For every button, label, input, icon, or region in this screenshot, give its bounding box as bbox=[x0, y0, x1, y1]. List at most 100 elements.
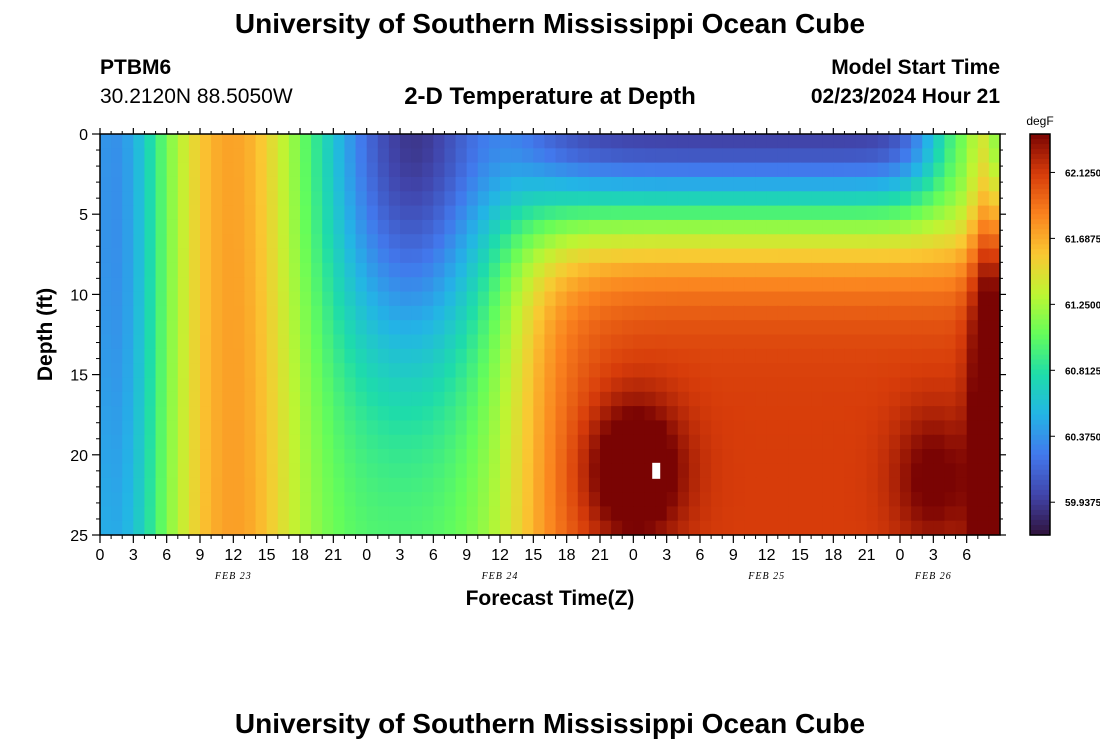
heatmap-cell bbox=[611, 391, 623, 407]
heatmap-cell bbox=[933, 348, 946, 364]
heatmap-cell bbox=[644, 363, 657, 379]
heatmap-cell bbox=[944, 434, 957, 450]
heatmap-cell bbox=[100, 148, 112, 164]
heatmap-cell bbox=[211, 291, 223, 307]
heatmap-cell bbox=[388, 506, 401, 522]
heatmap-cell bbox=[133, 305, 146, 321]
heatmap-cell bbox=[322, 406, 334, 422]
heatmap-cell bbox=[922, 148, 934, 164]
heatmap-cell bbox=[344, 506, 357, 522]
heatmap-cell bbox=[888, 305, 901, 321]
heatmap-cell bbox=[911, 363, 923, 379]
heatmap-cell bbox=[700, 363, 712, 379]
heatmap-cell bbox=[588, 406, 601, 422]
heatmap-cell bbox=[355, 406, 368, 422]
heatmap-cell bbox=[322, 348, 334, 364]
heatmap-cell bbox=[666, 420, 679, 436]
heatmap-cell bbox=[111, 406, 123, 422]
heatmap-cell bbox=[455, 320, 468, 336]
x-tick-label: 21 bbox=[591, 547, 609, 564]
heatmap-cell bbox=[755, 506, 768, 522]
heatmap-cell bbox=[522, 262, 534, 278]
heatmap-cell bbox=[122, 291, 134, 307]
heatmap-cell bbox=[155, 391, 168, 407]
heatmap-cell bbox=[744, 363, 757, 379]
heatmap-cell bbox=[600, 492, 612, 507]
heatmap-cell bbox=[977, 262, 990, 278]
heatmap-cell bbox=[144, 363, 157, 379]
heatmap-cell bbox=[411, 406, 423, 422]
heatmap-cell bbox=[488, 449, 501, 464]
heatmap-cell bbox=[455, 434, 468, 450]
heatmap-cell bbox=[788, 320, 801, 336]
heatmap-cell bbox=[933, 420, 946, 436]
heatmap-cell bbox=[200, 477, 212, 493]
heatmap-cell bbox=[255, 420, 268, 436]
heatmap-cell bbox=[111, 334, 123, 350]
heatmap-cell bbox=[400, 277, 412, 293]
heatmap-cell bbox=[366, 477, 379, 493]
heatmap-cell bbox=[533, 391, 546, 407]
heatmap-cell bbox=[644, 492, 657, 507]
footer-title: University of Southern Mississippi Ocean… bbox=[234, 708, 866, 739]
heatmap-cell bbox=[611, 520, 623, 536]
colorbar-segment bbox=[1030, 504, 1050, 511]
heatmap-cell bbox=[422, 377, 434, 393]
heatmap-cell bbox=[255, 391, 268, 407]
heatmap-cell bbox=[177, 391, 190, 407]
heatmap-cell bbox=[200, 234, 212, 250]
y-tick-label: 20 bbox=[70, 448, 88, 465]
heatmap-cell bbox=[377, 363, 390, 379]
heatmap-cell bbox=[511, 191, 523, 207]
heatmap-cell bbox=[477, 277, 490, 293]
heatmap-cell bbox=[744, 262, 757, 278]
heatmap-cell bbox=[511, 248, 523, 264]
heatmap-cell bbox=[811, 506, 823, 522]
heatmap-cell bbox=[177, 205, 190, 221]
heatmap-cell bbox=[988, 463, 1001, 479]
heatmap-cell bbox=[700, 391, 712, 407]
heatmap-cell bbox=[166, 334, 179, 350]
heatmap-cell bbox=[855, 520, 868, 536]
heatmap-cell bbox=[811, 320, 823, 336]
heatmap-cell bbox=[188, 506, 201, 522]
heatmap-cell bbox=[622, 162, 634, 178]
heatmap-cell bbox=[200, 420, 212, 436]
heatmap-cell bbox=[777, 162, 790, 178]
heatmap-cell bbox=[644, 434, 657, 450]
heatmap-cell bbox=[655, 506, 668, 522]
heatmap-cell bbox=[166, 434, 179, 450]
heatmap-cell bbox=[211, 463, 223, 479]
heatmap-cell bbox=[377, 520, 390, 536]
heatmap-cell bbox=[566, 248, 579, 264]
heatmap-cell bbox=[188, 463, 201, 479]
date-label: FEB 25 bbox=[747, 571, 785, 582]
heatmap-cell bbox=[844, 162, 857, 178]
heatmap-cell bbox=[177, 248, 190, 264]
heatmap-cell bbox=[422, 477, 434, 493]
heatmap-cell bbox=[433, 391, 446, 407]
heatmap-cell bbox=[866, 520, 879, 536]
heatmap-cell bbox=[188, 248, 201, 264]
heatmap-cell bbox=[577, 291, 590, 307]
heatmap-cell bbox=[911, 320, 923, 336]
heatmap-cell bbox=[811, 520, 823, 536]
heatmap-cell bbox=[766, 291, 779, 307]
heatmap-cell bbox=[955, 219, 968, 235]
heatmap-cell bbox=[166, 406, 179, 422]
heatmap-cell bbox=[877, 148, 890, 164]
heatmap-cell bbox=[277, 391, 290, 407]
heatmap-cell bbox=[466, 363, 479, 379]
heatmap-cell bbox=[355, 320, 368, 336]
heatmap-cell bbox=[833, 377, 846, 393]
heatmap-cell bbox=[200, 520, 212, 536]
heatmap-cell bbox=[488, 363, 501, 379]
heatmap-cell bbox=[411, 391, 423, 407]
x-tick-label: 3 bbox=[929, 547, 938, 564]
heatmap-cell bbox=[955, 162, 968, 178]
heatmap-cell bbox=[433, 334, 446, 350]
heatmap-cell bbox=[244, 162, 257, 178]
heatmap-cell bbox=[577, 219, 590, 235]
heatmap-cell bbox=[233, 205, 246, 221]
heatmap-cell bbox=[422, 148, 434, 164]
